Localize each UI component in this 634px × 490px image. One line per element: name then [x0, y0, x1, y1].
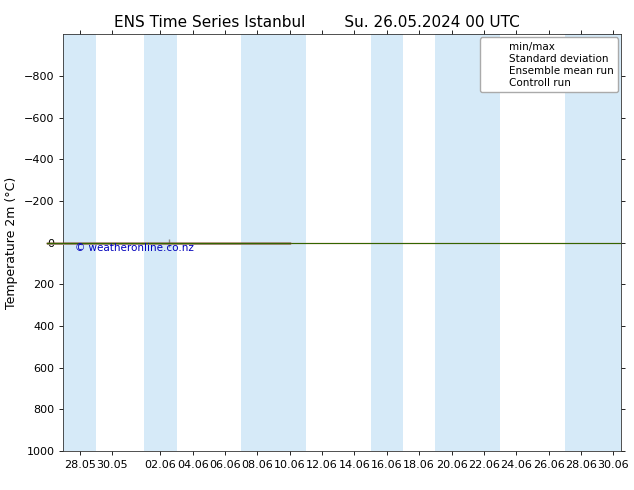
Bar — [597, 34, 630, 451]
Legend: min/max, Standard deviation, Ensemble mean run, Controll run: min/max, Standard deviation, Ensemble me… — [480, 37, 618, 92]
Bar — [63, 34, 96, 451]
Y-axis label: Temperature 2m (°C): Temperature 2m (°C) — [5, 176, 18, 309]
Text: © weatheronline.co.nz: © weatheronline.co.nz — [75, 243, 193, 253]
Bar — [468, 34, 500, 451]
Bar — [242, 34, 274, 451]
Bar — [565, 34, 597, 451]
Text: ENS Time Series Istanbul        Su. 26.05.2024 00 UTC: ENS Time Series Istanbul Su. 26.05.2024 … — [114, 15, 520, 30]
Bar — [145, 34, 177, 451]
Bar — [274, 34, 306, 451]
Bar — [436, 34, 468, 451]
Bar — [371, 34, 403, 451]
